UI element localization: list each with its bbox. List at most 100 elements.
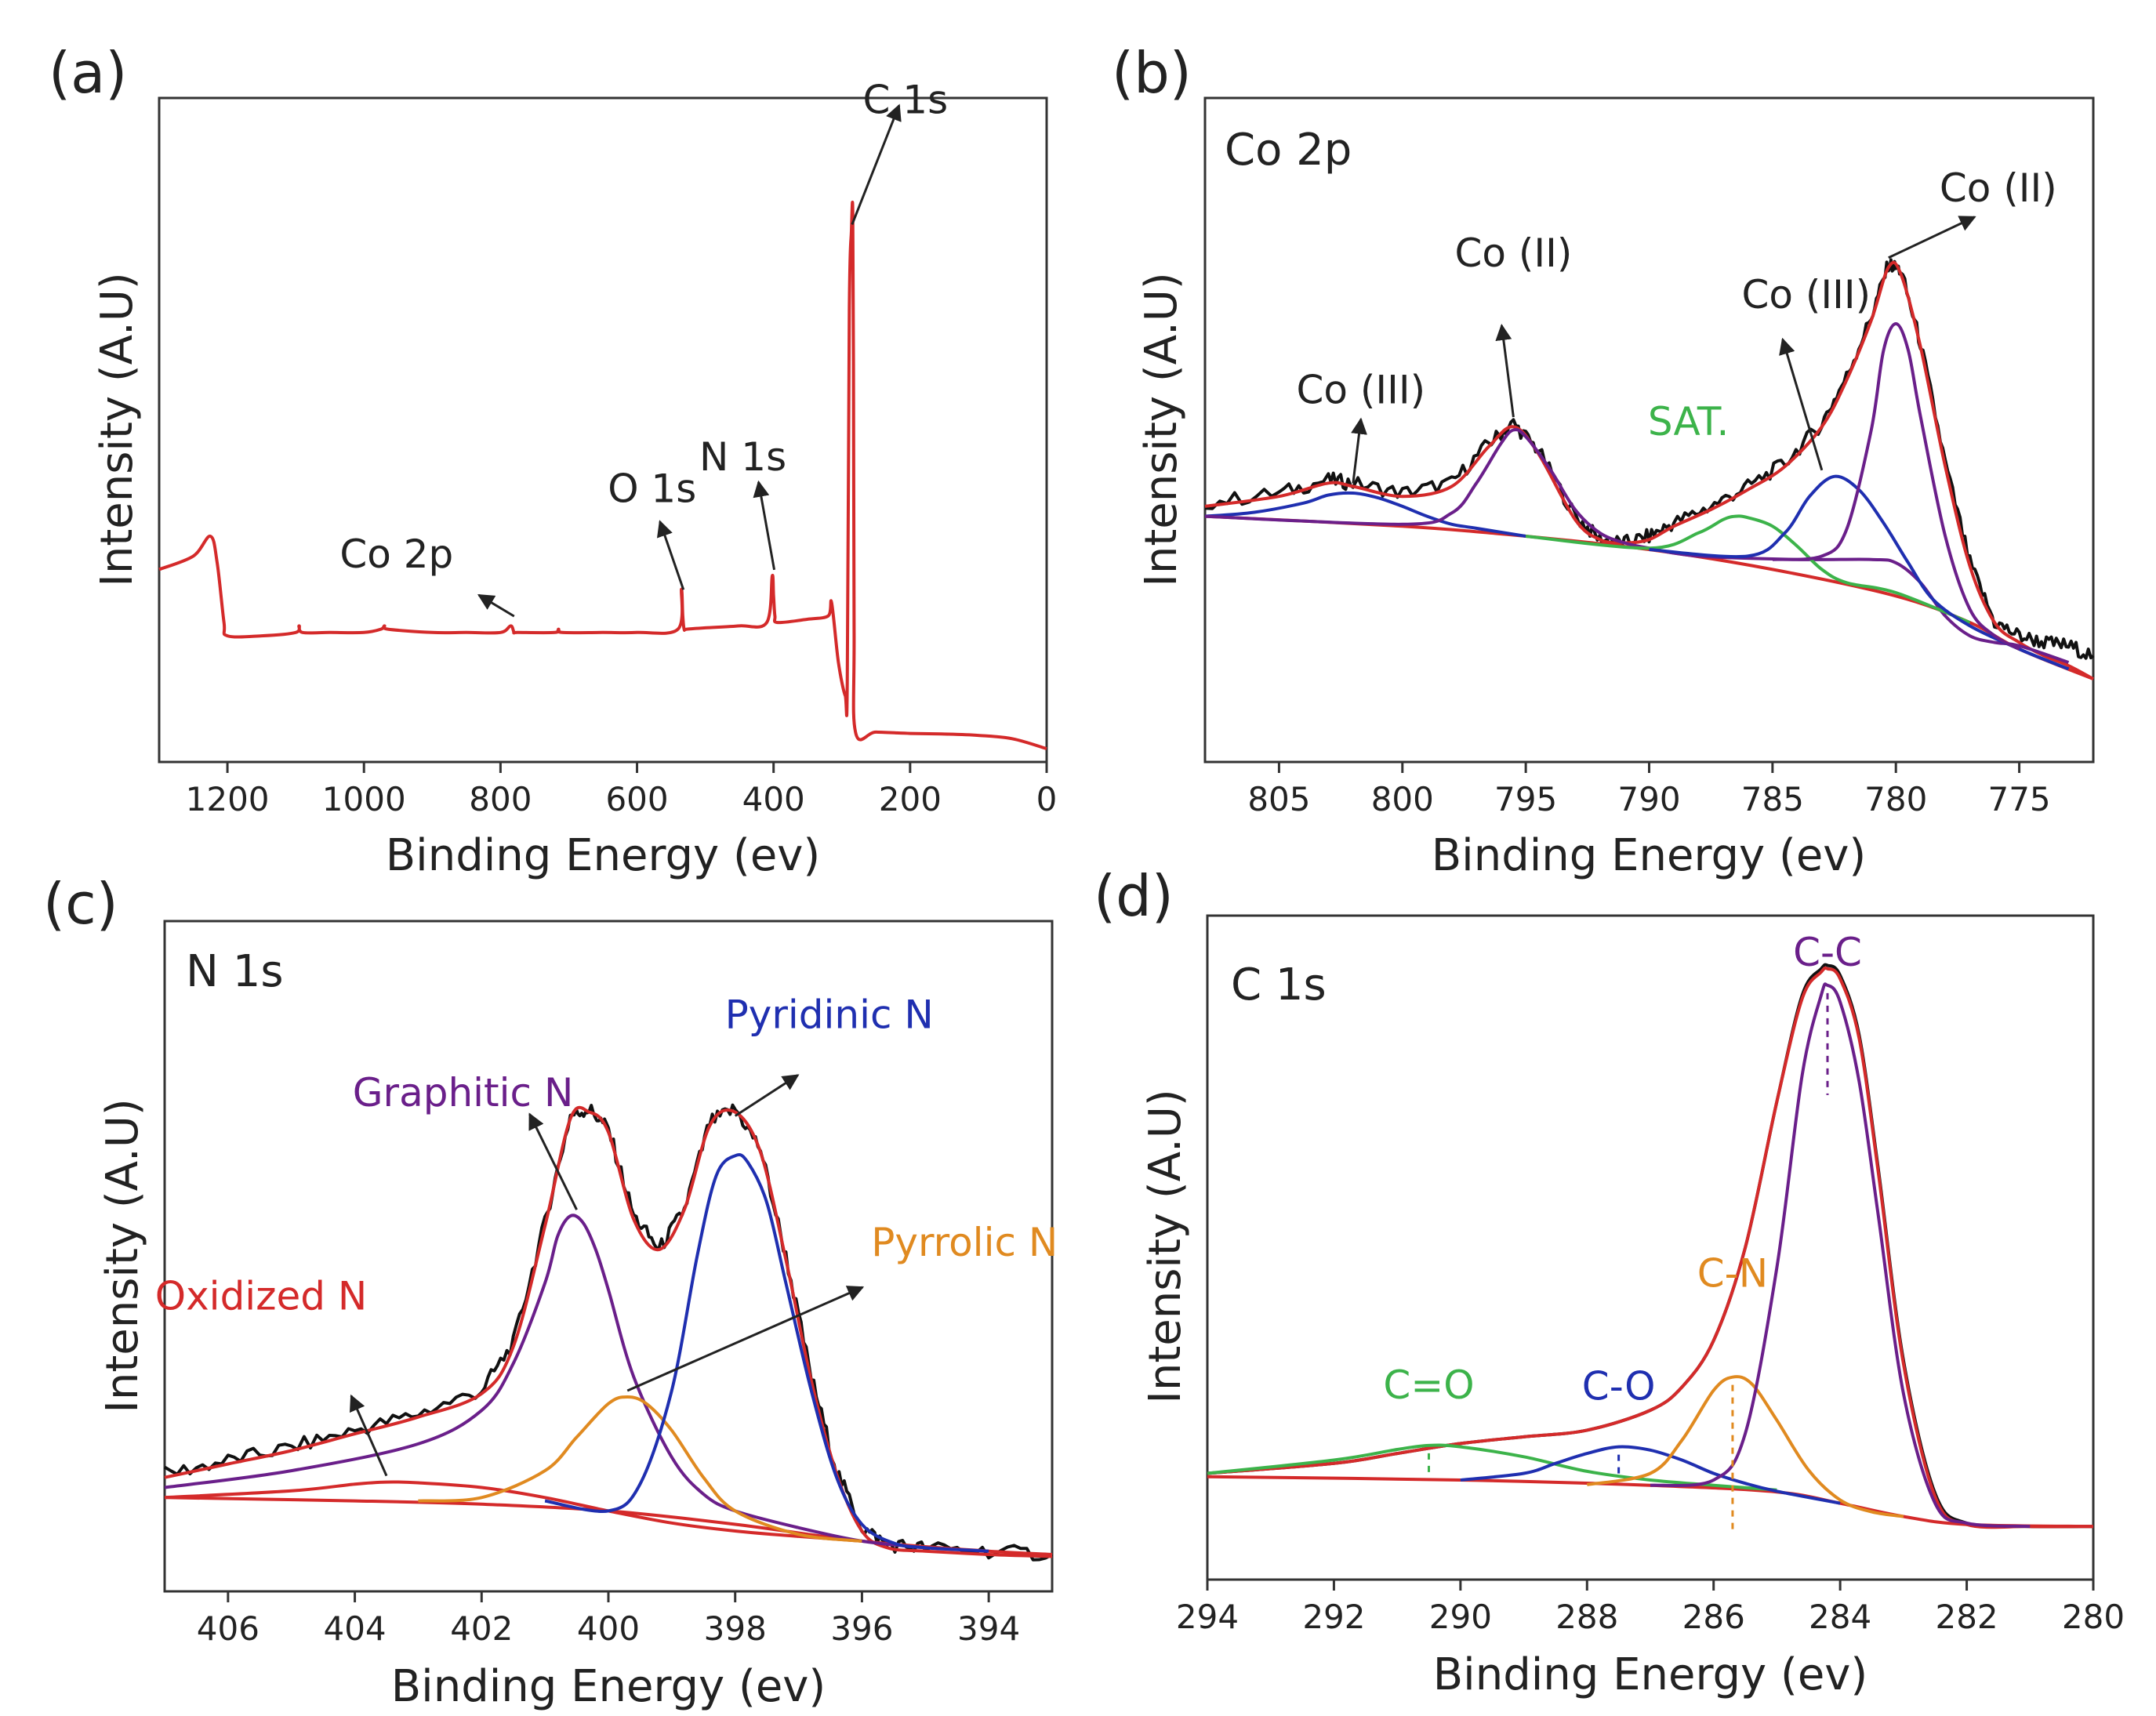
panel-d-plot: 294 292 290 288 286 284 282 280 C-C C-N C-O C=O: [1176, 930, 2125, 1636]
panel-c-series-pyridinic-n: [544, 1153, 989, 1553]
panel-a-annotation-arrow-3: [477, 593, 515, 618]
panel-d-series-raw-data: [1207, 963, 2094, 1529]
panel-c-plot: 406 404 402 400 398 396 394 Pyridinic N Graphiti…: [155, 992, 1058, 1649]
panel-d-xtick-label-7: 280: [2062, 1598, 2125, 1636]
panel-a-annotation-c-1s-0: C 1s: [862, 77, 948, 122]
panel-a-series-survey: [158, 201, 1047, 751]
panel-a-xtick-label-5: 200: [879, 780, 942, 818]
panel-b-annotation-arrow-4: [1888, 216, 1976, 259]
panel-a-xtick-label-0: 1200: [186, 780, 270, 818]
panel-b-xtick-label-1: 800: [1371, 780, 1434, 818]
panel-d-annotation-c-o-3: C=O: [1383, 1362, 1474, 1408]
panel-b-xtick-label-5: 780: [1864, 780, 1927, 818]
panel-c-ylabel: Intensity (A.U): [97, 1098, 148, 1413]
panel-d-xlabel: Binding Energy (ev): [1433, 1649, 1868, 1700]
panel-d-annotation-c-o-2: C-O: [1582, 1364, 1656, 1409]
panel-d-series-c-o: [1460, 1445, 1841, 1505]
panel-b-xtick-label-3: 790: [1617, 780, 1680, 818]
panel-d-annotation-c-c-0: C-C: [1793, 930, 1862, 975]
panel-b-series-sat: [1525, 514, 1971, 624]
panel-b-series-co-ii-795-5: [1204, 428, 2070, 664]
panel-a-label: (a): [49, 40, 127, 106]
panel-a-annotation-co-2p-3: Co 2p: [339, 531, 453, 577]
panel-b-co2p: (b) Co 2p 805 800 795 790 785 780 775 Co (III) C…: [1112, 40, 2095, 881]
panel-a-xlabel: Binding Energy (ev): [386, 830, 821, 881]
panel-a-xtick-label-3: 600: [605, 780, 668, 818]
panel-c-xtick-label-0: 406: [197, 1609, 260, 1648]
panel-d-xtick-label-5: 284: [1809, 1598, 1871, 1636]
panel-b-series-co-iii-802: [1204, 491, 1526, 538]
panel-a-annotation-arrow-0: [851, 103, 902, 225]
panel-d-series-c-c: [1650, 982, 2031, 1529]
panel-b-xtick-label-4: 785: [1741, 780, 1804, 818]
panel-a-annotation-arrow-2: [656, 520, 685, 590]
panel-d-series-c-o: [1207, 1443, 1777, 1492]
panel-d-c1s: (d) C 1s 294 292 290 288 286 284 282 280 C-C C-N C…: [1094, 863, 2125, 1700]
panel-d-title: C 1s: [1231, 960, 1327, 1010]
panel-c-annotation-pyridinic-n-0: Pyridinic N: [725, 992, 934, 1038]
panel-c-series-oxidized-n: [164, 1480, 862, 1543]
panel-a-ylabel: Intensity (A.U): [92, 272, 143, 586]
panel-a-survey: (a) 1200 1000 800 600 400 200 0 C 1s N 1sO 1s Co …: [49, 40, 1057, 881]
panel-c-n1s: (c) N 1s 406 404 402 400 398 396 394 Pyridinic …: [43, 871, 1058, 1712]
panel-c-xlabel: Binding Energy (ev): [391, 1661, 826, 1712]
panel-a-xtick-label-1: 1000: [322, 780, 406, 818]
panel-c-xtick-label-1: 404: [323, 1609, 386, 1648]
panel-a-annotation-arrow-1: [753, 480, 776, 571]
panel-b-title: Co 2p: [1225, 125, 1352, 176]
panel-b-series-raw-data: [1204, 258, 2095, 660]
panel-a-xtick-label-6: 0: [1036, 780, 1058, 818]
panel-c-label: (c): [43, 871, 118, 937]
panel-b-annotation-co-iii-0: Co (III): [1297, 368, 1426, 413]
panel-b-xtick-label-2: 795: [1494, 780, 1557, 818]
panel-d-xtick-label-6: 282: [1935, 1598, 1998, 1636]
panel-a-plot: 1200 1000 800 600 400 200 0 C 1s N 1sO 1s Co 2p: [158, 77, 1058, 818]
panel-d-series-envelope: [1207, 966, 2094, 1529]
panel-c-xtick-label-4: 398: [704, 1609, 767, 1648]
panel-b-xtick-label-6: 775: [1987, 780, 2050, 818]
panel-b-annotation-arrow-3: [1779, 337, 1824, 471]
panel-d-xtick-label-3: 288: [1555, 1598, 1618, 1636]
panel-b-plot: 805 800 795 790 785 780 775 Co (III) Co (II) SAT.…: [1204, 165, 2095, 818]
panel-b-annotation-co-ii-1: Co (II): [1454, 230, 1572, 276]
panel-c-annotation-arrow-2: [626, 1286, 865, 1392]
panel-c-xtick-label-3: 400: [577, 1609, 640, 1648]
panel-d-xtick-label-1: 292: [1302, 1598, 1365, 1636]
panel-d-plot-area: [1206, 914, 2095, 1581]
panel-d-ylabel: Intensity (A.U): [1140, 1089, 1191, 1403]
panel-a-xtick-label-4: 400: [742, 780, 805, 818]
panel-b-annotation-sat-2: SAT.: [1648, 399, 1730, 444]
panel-c-annotation-pyrrolic-n-2: Pyrrolic N: [871, 1220, 1058, 1265]
panel-d-xtick-label-4: 286: [1682, 1598, 1745, 1636]
panel-d-series-c-n: [1586, 1375, 1904, 1518]
panel-c-xtick-label-2: 402: [450, 1609, 513, 1648]
panel-c-xtick-label-5: 396: [830, 1609, 893, 1648]
panel-d-annotation-c-n-1: C-N: [1697, 1251, 1768, 1297]
panel-c-annotation-graphitic-n-1: Graphitic N: [353, 1070, 574, 1116]
panel-b-xlabel: Binding Energy (ev): [1432, 830, 1867, 881]
panel-c-series-pyrrolic-n: [418, 1395, 862, 1543]
panel-c-annotation-arrow-1: [528, 1112, 578, 1210]
panel-a-xtick-label-2: 800: [469, 780, 532, 818]
panel-a-annotation-n-1s-1: N 1s: [699, 434, 786, 480]
panel-a-plot-area: [158, 96, 1048, 764]
panel-b-ylabel: Intensity (A.U): [1136, 272, 1187, 586]
panel-b-annotation-co-iii-3: Co (III): [1741, 272, 1871, 317]
panel-d-label: (d): [1094, 863, 1174, 929]
panel-b-annotation-co-ii-4: Co (II): [1940, 165, 2057, 211]
panel-d-xtick-label-2: 290: [1429, 1598, 1492, 1636]
panel-c-annotation-arrow-3: [350, 1394, 388, 1477]
panel-c-xtick-label-6: 394: [957, 1609, 1020, 1648]
panel-b-annotation-arrow-1: [1495, 323, 1515, 418]
panel-d-xtick-label-0: 294: [1176, 1598, 1239, 1636]
panel-b-series-envelope: [1204, 260, 2094, 680]
panel-c-title: N 1s: [186, 946, 284, 997]
panel-c-annotation-oxidized-n-3: Oxidized N: [155, 1274, 368, 1319]
panel-b-xtick-label-0: 805: [1247, 780, 1310, 818]
panel-c-annotation-arrow-0: [734, 1074, 800, 1117]
panel-c-series-graphitic-n: [164, 1214, 926, 1550]
panel-b-label: (b): [1112, 40, 1192, 106]
panel-a-annotation-o-1s-2: O 1s: [608, 466, 696, 511]
panel-b-series-co-ii-780: [1772, 322, 2020, 651]
